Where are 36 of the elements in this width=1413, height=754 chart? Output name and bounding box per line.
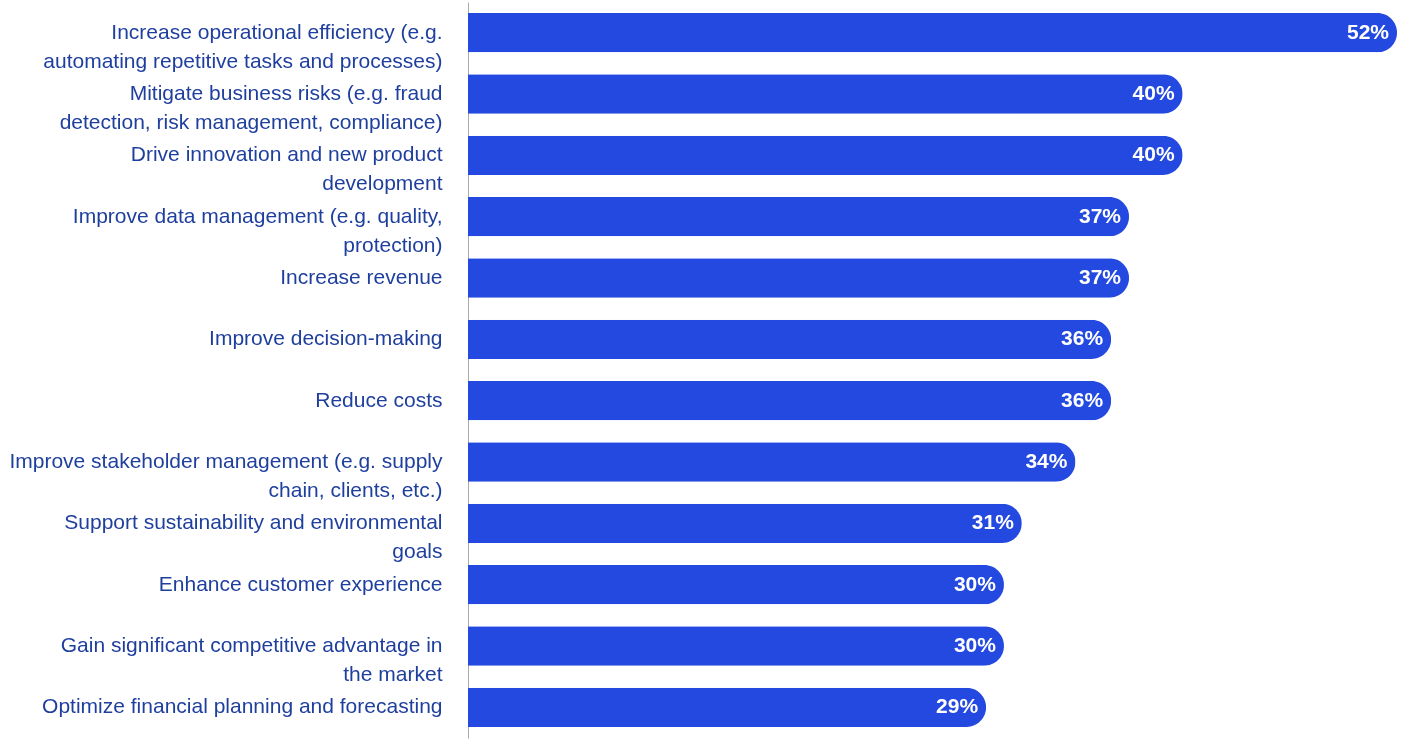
y-tick-label: Optimize financial planning and forecasting <box>42 694 443 718</box>
y-tick-label: Enhance customer experience <box>158 571 443 595</box>
bar <box>468 74 1183 114</box>
bar <box>468 687 987 727</box>
y-tick-label: Increase operational efficiency (e.g. automating repetitive tasks and processes) <box>43 19 443 72</box>
y-tick-label: Increase revenue <box>280 265 443 288</box>
data-label: 52% <box>1346 19 1390 43</box>
y-tick-label: Reduce costs <box>315 387 443 411</box>
bar <box>468 319 1112 359</box>
y-tick-label: Support sustainability and environmental goals <box>64 510 443 563</box>
bar <box>468 197 1130 237</box>
bar <box>468 442 1076 482</box>
data-label: 36% <box>1061 387 1104 411</box>
y-tick-label: Improve data management (e.g. quality, protection) <box>72 203 443 256</box>
bar <box>468 565 1004 605</box>
y-tick-label: Improve stakeholder management (e.g. supply chain, clients, etc.) <box>9 449 443 501</box>
data-label: 30% <box>953 571 997 595</box>
data-label: 40% <box>1132 81 1175 104</box>
y-tick-label: Mitigate business risks (e.g. fraud detection, risk management, compliance) <box>59 81 443 133</box>
bar <box>468 503 1022 543</box>
bar <box>468 135 1183 175</box>
data-label: 36% <box>1061 326 1104 350</box>
data-label: 34% <box>1025 449 1068 472</box>
data-label: 37% <box>1078 265 1122 288</box>
bar <box>468 13 1397 53</box>
bar <box>468 258 1130 298</box>
bar <box>468 626 1004 666</box>
bar <box>468 381 1112 421</box>
data-label: 40% <box>1132 142 1175 166</box>
data-label: 29% <box>936 694 979 718</box>
data-label: 30% <box>953 633 997 656</box>
y-tick-label: Improve decision-making <box>209 326 443 350</box>
data-label: 37% <box>1078 203 1122 227</box>
y-tick-label: Gain significant competitive advantage in the market <box>60 633 443 685</box>
y-tick-label: Drive innovation and new product development <box>130 142 443 195</box>
data-label: 31% <box>971 510 1015 534</box>
